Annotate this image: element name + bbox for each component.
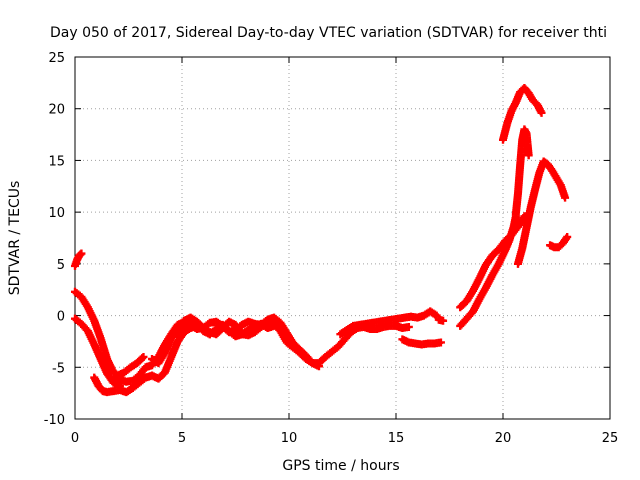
data-points xyxy=(71,84,572,397)
data-point-arc-16 xyxy=(563,232,572,241)
y-tick-label: 15 xyxy=(48,154,65,169)
x-tick-label: 20 xyxy=(495,431,512,446)
grid-lines xyxy=(75,57,610,419)
x-axis-label: GPS time / hours xyxy=(282,458,399,474)
data-trace-arc-2 xyxy=(138,354,147,363)
y-tick-label: 0 xyxy=(57,310,65,325)
chart-title: Day 050 of 2017, Sidereal Day-to-day VTE… xyxy=(50,25,607,41)
data-point-arc-14 xyxy=(524,151,533,160)
x-tick-label: 10 xyxy=(281,431,298,446)
x-tick-label: 15 xyxy=(388,431,405,446)
y-tick-label: -10 xyxy=(44,413,65,428)
data-point-arc-2 xyxy=(139,352,148,361)
data-point-arc-8 xyxy=(432,311,441,320)
data-point-arc-7 xyxy=(270,321,279,330)
y-tick-label: 20 xyxy=(48,103,65,118)
y-tick-label: 10 xyxy=(48,206,65,221)
y-tick-label: 25 xyxy=(48,51,65,66)
data-point-arc-10 xyxy=(439,316,448,325)
x-tick-label: 0 xyxy=(71,431,79,446)
data-point-arc-13 xyxy=(537,108,546,117)
x-tick-label: 25 xyxy=(602,431,619,446)
y-tick-label: -5 xyxy=(52,361,65,376)
data-point-arc-15 xyxy=(561,193,570,202)
plot-frame xyxy=(74,56,611,420)
x-tick-label: 5 xyxy=(178,431,186,446)
data-point-arc-1 xyxy=(77,249,86,258)
data-point-arc-9 xyxy=(436,338,445,347)
y-axis-label: SDTVAR / TECUs xyxy=(7,181,23,296)
data-point-arc-6 xyxy=(404,322,413,331)
y-tick-label: 5 xyxy=(57,258,65,273)
